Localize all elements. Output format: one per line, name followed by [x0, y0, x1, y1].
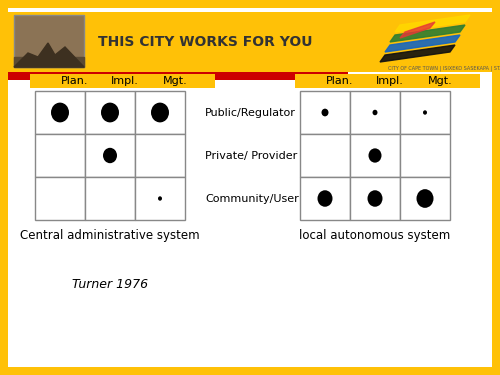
Bar — [8, 72, 348, 80]
Text: Mgt.: Mgt. — [162, 76, 188, 86]
Bar — [8, 52, 14, 67]
Text: Private/ Provider: Private/ Provider — [205, 150, 297, 160]
Bar — [8, 12, 492, 72]
Ellipse shape — [423, 110, 427, 115]
Ellipse shape — [322, 109, 328, 116]
Bar — [8, 22, 14, 37]
Polygon shape — [14, 57, 84, 67]
Bar — [35, 134, 85, 177]
Ellipse shape — [416, 189, 434, 208]
Text: Central administrative system: Central administrative system — [20, 228, 200, 242]
Bar — [85, 91, 135, 134]
Bar — [35, 177, 85, 220]
Ellipse shape — [318, 190, 332, 207]
Ellipse shape — [51, 103, 69, 122]
Text: Public/Regulator: Public/Regulator — [205, 108, 296, 117]
Text: Community/User: Community/User — [205, 194, 299, 204]
Bar — [400, 91, 450, 134]
Text: Turner 1976: Turner 1976 — [72, 279, 148, 291]
Ellipse shape — [368, 190, 382, 207]
Bar — [300, 134, 350, 177]
Bar — [350, 91, 400, 134]
Text: Impl.: Impl. — [376, 76, 404, 86]
Text: Impl.: Impl. — [111, 76, 139, 86]
Ellipse shape — [151, 103, 169, 122]
Text: THIS CITY WORKS FOR YOU: THIS CITY WORKS FOR YOU — [98, 35, 312, 49]
Ellipse shape — [372, 110, 378, 115]
Bar — [400, 177, 450, 220]
Bar — [85, 134, 135, 177]
Text: Plan.: Plan. — [326, 76, 354, 86]
Bar — [135, 134, 185, 177]
Ellipse shape — [368, 148, 382, 163]
Bar — [85, 177, 135, 220]
Ellipse shape — [158, 196, 162, 201]
Bar — [300, 91, 350, 134]
Bar — [400, 134, 450, 177]
Bar — [35, 91, 85, 134]
Polygon shape — [390, 25, 465, 42]
Bar — [14, 15, 84, 67]
Ellipse shape — [103, 148, 117, 163]
Text: Mgt.: Mgt. — [428, 76, 452, 86]
Polygon shape — [395, 15, 470, 32]
Bar — [300, 177, 350, 220]
Bar — [350, 177, 400, 220]
Bar — [135, 91, 185, 134]
Polygon shape — [385, 35, 460, 52]
Bar — [135, 177, 185, 220]
Bar — [295, 74, 480, 88]
Text: Plan.: Plan. — [61, 76, 89, 86]
Polygon shape — [400, 22, 435, 38]
Text: local autonomous system: local autonomous system — [300, 228, 450, 242]
Polygon shape — [14, 43, 84, 67]
Text: CITY OF CAPE TOWN | ISIXEKO SASEKAPA | STAD KAAPSTAD: CITY OF CAPE TOWN | ISIXEKO SASEKAPA | S… — [388, 65, 500, 71]
Polygon shape — [380, 45, 455, 62]
Bar — [350, 134, 400, 177]
Ellipse shape — [101, 103, 119, 122]
Bar — [8, 37, 14, 52]
Bar — [30, 74, 215, 88]
